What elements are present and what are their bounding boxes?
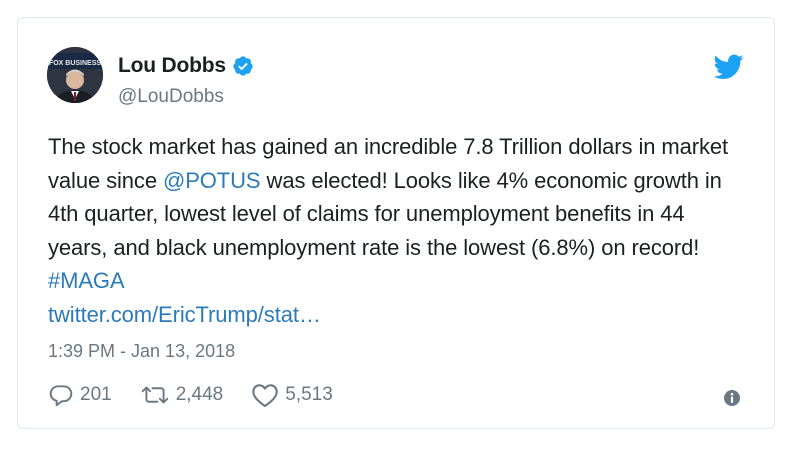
- like-button[interactable]: 5,513: [251, 382, 333, 408]
- retweet-button[interactable]: 2,448: [140, 382, 224, 408]
- reply-icon: [49, 385, 73, 407]
- retweet-icon: [141, 386, 168, 404]
- retweet-count: 2,448: [175, 384, 224, 405]
- avatar-logo-text: FOX BUSINESS: [49, 60, 101, 67]
- avatar-image: FOX BUSINESS: [47, 47, 103, 103]
- twitter-bird-icon[interactable]: [714, 54, 744, 80]
- heart-icon: [252, 384, 278, 408]
- tweet-text-part1: The stock market has gained an incredibl…: [48, 134, 729, 193]
- avatar[interactable]: FOX BUSINESS: [47, 47, 103, 103]
- author-handle[interactable]: @LouDobbs: [118, 86, 224, 107]
- reply-button[interactable]: 201: [48, 382, 112, 408]
- author-display-name[interactable]: Lou Dobbs: [118, 54, 226, 77]
- reply-count: 201: [80, 384, 112, 405]
- external-link[interactable]: twitter.com/EricTrump/stat…: [48, 301, 321, 327]
- tweet-text-part2: was elected! Looks like 4% economic grow…: [48, 167, 722, 260]
- author-name-row[interactable]: Lou Dobbs: [118, 54, 254, 78]
- info-icon[interactable]: [723, 389, 741, 407]
- verified-badge-icon: [233, 56, 253, 76]
- tweet-text: The stock market has gained an incredibl…: [48, 130, 748, 331]
- tweet-timestamp[interactable]: 1:39 PM - Jan 13, 2018: [48, 341, 236, 361]
- tweet-card: FOX BUSINESS Lou Dobbs @LouDobbs The sto…: [17, 17, 775, 429]
- tweet-actions: 201 2,448 5,513: [48, 382, 361, 408]
- hashtag-link-maga[interactable]: #MAGA: [48, 268, 125, 293]
- mention-link-potus[interactable]: @POTUS: [162, 167, 261, 193]
- like-count: 5,513: [285, 384, 333, 405]
